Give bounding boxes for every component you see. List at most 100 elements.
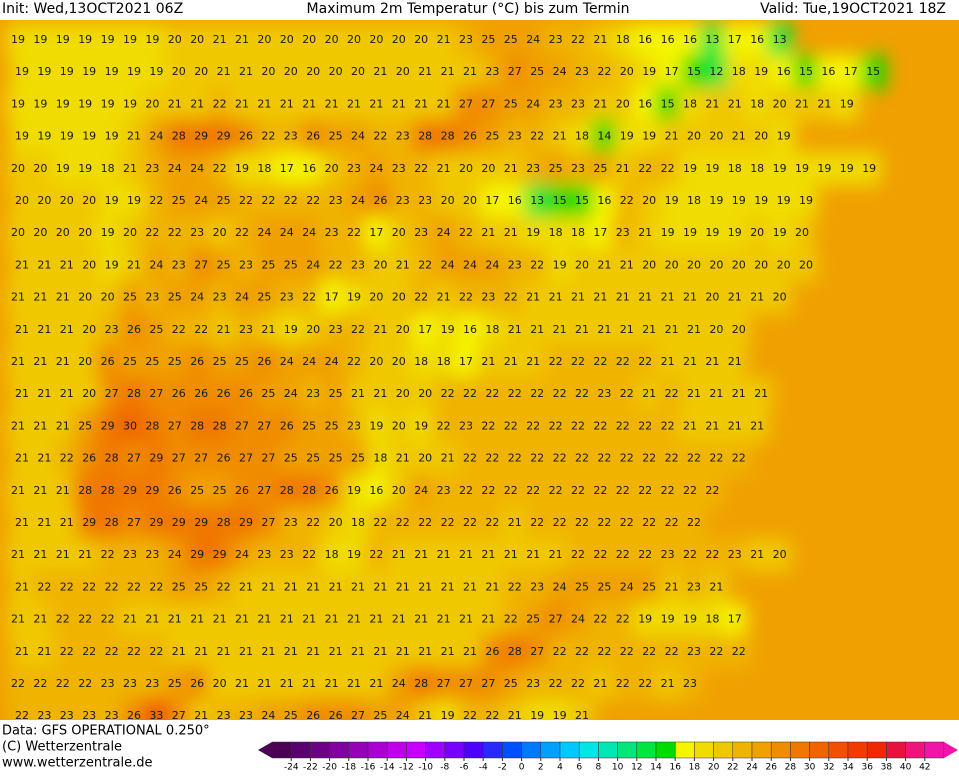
temperature-cell (185, 473, 210, 508)
temperature-label: 23 (347, 419, 361, 432)
colorbar-label: 0 (519, 763, 525, 773)
temperature-cell (722, 409, 747, 444)
colorbar-label: -12 (399, 763, 414, 773)
temperature-label: 22 (149, 580, 163, 593)
temperature-label: 23 (280, 548, 294, 561)
temperature-label: 21 (396, 258, 410, 271)
temperature-label: 22 (616, 548, 630, 561)
temperature-cell (77, 184, 102, 218)
temperature-cell (700, 151, 725, 186)
temperature-label: 23 (571, 97, 585, 110)
colorbar-box (502, 741, 522, 759)
temperature-cell (390, 377, 415, 412)
temperature-label: 23 (284, 130, 298, 143)
temperature-label: 21 (60, 258, 74, 271)
temperature-cell (390, 699, 415, 720)
temperature-cell (77, 312, 102, 347)
temperature-label: 21 (553, 130, 567, 143)
temperature-label: 22 (638, 419, 652, 432)
temperature-cell (435, 184, 460, 218)
temperature-cell (767, 23, 792, 57)
temperature-cell (570, 699, 594, 720)
temperature-cell (857, 151, 882, 186)
colorbar-label: -6 (460, 763, 469, 773)
temperature-label: 22 (60, 645, 74, 658)
temperature-label: 24 (463, 258, 477, 271)
temperature-cell (28, 409, 53, 444)
temperature-label: 21 (11, 291, 25, 304)
temperature-cell (749, 119, 774, 154)
temperature-label: 23 (82, 709, 96, 722)
temperature-label: 21 (306, 580, 320, 593)
temperature-label: 19 (705, 226, 719, 239)
temperature-label: 22 (463, 516, 477, 529)
temperature-label: 24 (325, 355, 339, 368)
temperature-cell (234, 55, 258, 90)
temperature-cell (745, 23, 770, 57)
temperature-label: 18 (687, 194, 701, 207)
temperature-cell (54, 506, 79, 540)
temperature-label: 21 (683, 419, 697, 432)
temperature-label: 16 (638, 97, 652, 110)
temperature-label: 24 (306, 258, 320, 271)
temperature-label: 26 (168, 484, 182, 497)
temperature-label: 24 (437, 226, 451, 239)
temperature-cell (543, 87, 568, 122)
temperature-cell (230, 23, 254, 57)
temperature-label: 28 (190, 419, 204, 432)
temperature-label: 21 (437, 548, 451, 561)
temperature-label: 22 (485, 709, 499, 722)
colorbar-box (732, 741, 753, 759)
temperature-label: 25 (329, 387, 343, 400)
temperature-label: 21 (213, 33, 227, 46)
temperature-label: 19 (33, 33, 47, 46)
temperature-label: 21 (56, 548, 70, 561)
temperature-cell (189, 506, 214, 540)
temperature-label: 19 (530, 709, 544, 722)
temperature-cell (678, 602, 702, 637)
temperature-cell (99, 184, 124, 218)
temperature-label: 22 (481, 419, 495, 432)
temperature-label: 19 (862, 162, 876, 175)
temperature-label: 20 (616, 97, 630, 110)
temperature-cell (431, 473, 456, 508)
temperature-label: 22 (638, 355, 652, 368)
temperature-cell (364, 473, 389, 508)
temperature-cell (319, 23, 344, 57)
temperature-cell (252, 409, 277, 444)
temperature-label: 19 (284, 323, 298, 336)
temperature-cell (413, 184, 438, 218)
temperature-cell (704, 441, 729, 476)
temperature-cell (570, 55, 594, 90)
temperature-cell (252, 345, 277, 379)
temperature-cell (610, 345, 635, 379)
temperature-label: 21 (15, 387, 29, 400)
temperature-label: 21 (463, 65, 477, 78)
temperature-cell (185, 87, 210, 122)
temperature-label: 21 (593, 291, 607, 304)
temperature-label: 23 (549, 97, 563, 110)
temperature-label: 19 (777, 194, 791, 207)
temperature-cell (700, 602, 725, 637)
temperature-label: 23 (571, 162, 585, 175)
temperature-cell (409, 345, 434, 379)
temperature-label: 20 (642, 194, 656, 207)
temperature-label: 26 (257, 355, 271, 368)
temperature-label: 21 (549, 548, 563, 561)
temperature-cell (185, 409, 210, 444)
temperature-label: 19 (60, 65, 74, 78)
temperature-cell (364, 345, 389, 379)
temperature-label: 20 (392, 355, 406, 368)
temperature-cell (566, 409, 590, 444)
temperature-label: 19 (15, 65, 29, 78)
temperature-label: 22 (661, 162, 675, 175)
temperature-label: 29 (172, 516, 186, 529)
temperature-cell (297, 151, 322, 186)
temperature-label: 20 (325, 33, 339, 46)
temperature-cell (480, 441, 505, 476)
temperature-label: 23 (239, 323, 253, 336)
temperature-label: 22 (168, 226, 182, 239)
temperature-label: 20 (418, 387, 432, 400)
temperature-label: 20 (213, 226, 227, 239)
temperature-cell (234, 506, 258, 540)
